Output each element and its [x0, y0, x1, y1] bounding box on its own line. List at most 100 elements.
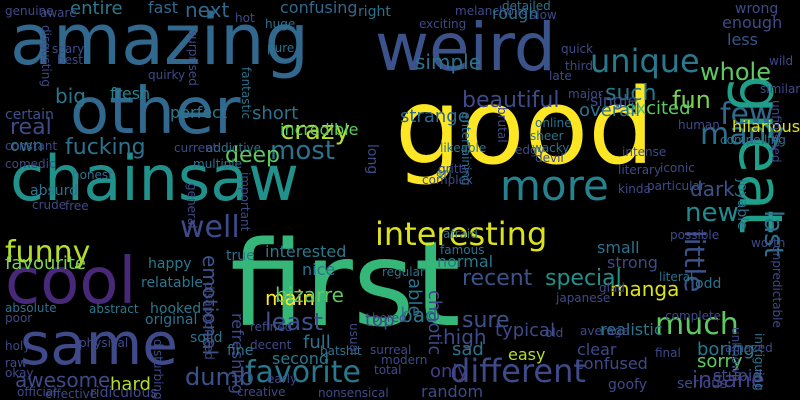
cloud-word-emotional: emotional — [198, 255, 222, 356]
cloud-word-afraid: afraid — [443, 227, 478, 241]
cloud-word-realistic: realistic — [600, 320, 663, 339]
cloud-word-insane: insane — [692, 368, 765, 393]
cloud-word-comedic: comedic — [5, 157, 56, 171]
cloud-word-genuine: genuine — [5, 4, 54, 18]
cloud-word-fresh: fresh — [110, 84, 151, 103]
cloud-word-early: early — [267, 372, 298, 386]
cloud-word-fine: fine — [227, 343, 254, 359]
cloud-word-joyable: joyable — [734, 179, 750, 230]
cloud-word-best: best — [57, 53, 83, 67]
cloud-word-little: little — [678, 230, 711, 293]
cloud-word-hilarious: hilarious — [732, 117, 800, 136]
cloud-word-cool: cool — [5, 245, 137, 319]
cloud-word-refreshing: refreshing — [228, 313, 247, 394]
cloud-word-sure: sure — [462, 308, 510, 333]
cloud-word-unknown: unknown — [729, 327, 743, 382]
cloud-word-modern: modern — [381, 353, 428, 367]
cloud-word-surprised: surprised — [186, 30, 200, 86]
cloud-word-gritty: gritty — [438, 162, 471, 176]
cloud-word-bad: bad — [400, 303, 438, 327]
cloud-word-entertaining: entertaining — [459, 112, 473, 186]
cloud-word-compelling: compelling — [720, 133, 786, 147]
cloud-word-simple: simple — [415, 50, 482, 74]
cloud-word-hooked: hooked — [150, 301, 202, 317]
cloud-word-glad: glad — [599, 281, 625, 295]
cloud-word-few: few — [720, 97, 774, 132]
cloud-word-major: major — [568, 87, 603, 101]
cloud-word-creative: creative — [237, 385, 286, 399]
cloud-word-constant: constant — [5, 139, 58, 153]
cloud-word-true: true — [226, 248, 255, 264]
cloud-word-huge: huge — [265, 17, 296, 31]
cloud-word-japanese: japanese — [556, 291, 611, 305]
cloud-word-full: full — [303, 332, 331, 353]
cloud-word-total: total — [374, 363, 402, 377]
cloud-word-small: small — [597, 238, 640, 257]
cloud-word-fast: fast — [148, 0, 179, 17]
cloud-word-special: special — [545, 266, 622, 291]
cloud-word-original: original — [145, 312, 198, 328]
cloud-word-sad: sad — [452, 339, 484, 360]
cloud-word-main: main — [265, 286, 315, 310]
cloud-word-complex: complex — [422, 173, 473, 187]
cloud-word-complete: complete — [665, 309, 722, 323]
cloud-word-happy: happy — [148, 256, 192, 272]
cloud-word-deep: deep — [225, 143, 280, 168]
cloud-word-certain: certain — [5, 107, 54, 123]
cloud-word-typical: typical — [495, 320, 556, 341]
cloud-word-entire: entire — [70, 0, 123, 19]
cloud-word-intense: intense — [622, 145, 667, 159]
cloud-word-rough: rough — [492, 4, 539, 23]
cloud-word-amazed: amazed — [725, 341, 773, 355]
cloud-word-stupid: stupid — [713, 366, 763, 385]
cloud-word-pure: pure — [267, 41, 295, 55]
cloud-word-detailed: detailed — [502, 0, 551, 13]
cloud-word-new: new — [685, 198, 739, 228]
cloud-word-poor: poor — [5, 311, 33, 325]
cloud-word-hard: hard — [110, 374, 151, 395]
cloud-word-strange: strange — [400, 106, 469, 127]
cloud-word-decent: decent — [250, 338, 292, 352]
cloud-word-particular: particular — [647, 179, 705, 193]
cloud-word-easy: easy — [508, 345, 546, 364]
cloud-word-high: high — [443, 325, 487, 349]
cloud-word-important: important — [238, 172, 252, 232]
cloud-word-exciting: exciting — [419, 17, 467, 31]
cloud-word-slow: slow — [530, 8, 557, 22]
cloud-word-refined: refined — [250, 320, 293, 334]
cloud-word-third: third — [565, 59, 593, 73]
cloud-word-manga: manga — [610, 277, 680, 301]
cloud-word-first: first — [230, 215, 461, 353]
cloud-word-weird: weird — [375, 9, 556, 86]
cloud-word-disappointed: disappointed — [202, 282, 216, 360]
cloud-word-official: official — [17, 385, 57, 399]
cloud-word-solid: solid — [190, 330, 223, 346]
cloud-word-amazing: amazing — [10, 0, 309, 81]
cloud-word-dark: dark — [690, 177, 735, 201]
cloud-word-beautiful: beautiful — [462, 88, 560, 113]
cloud-word-odd: odd — [695, 276, 722, 292]
cloud-word-likeable: likeable — [440, 141, 487, 155]
cloud-word-batshit: batshit — [320, 344, 362, 358]
cloud-word-regular: regular — [382, 265, 425, 279]
cloud-word-great: great — [725, 75, 795, 234]
cloud-word-awesome: awesome — [15, 368, 111, 392]
cloud-word-perfect: perfect — [170, 103, 228, 122]
cloud-word-sorry: sorry — [697, 351, 743, 372]
cloud-word-sheer: sheer — [530, 129, 564, 143]
cloud-word-able: able — [404, 278, 425, 317]
cloud-word-literary: literary — [618, 163, 662, 177]
cloud-word-interested: interested — [265, 242, 347, 261]
cloud-word-unique: unique — [590, 42, 700, 80]
cloud-word-online: online — [535, 116, 572, 130]
cloud-word-edgy: edgy — [515, 143, 545, 157]
cloud-word-good: good — [395, 66, 655, 188]
cloud-word-single: single — [590, 91, 638, 110]
cloud-word-random: random — [421, 382, 484, 400]
cloud-word-big: big — [55, 84, 86, 108]
cloud-word-incredible: incredible — [280, 120, 359, 139]
cloud-word-least: least — [265, 308, 324, 336]
cloud-word-human: human — [678, 118, 720, 132]
cloud-word-eri: eri — [436, 166, 452, 180]
